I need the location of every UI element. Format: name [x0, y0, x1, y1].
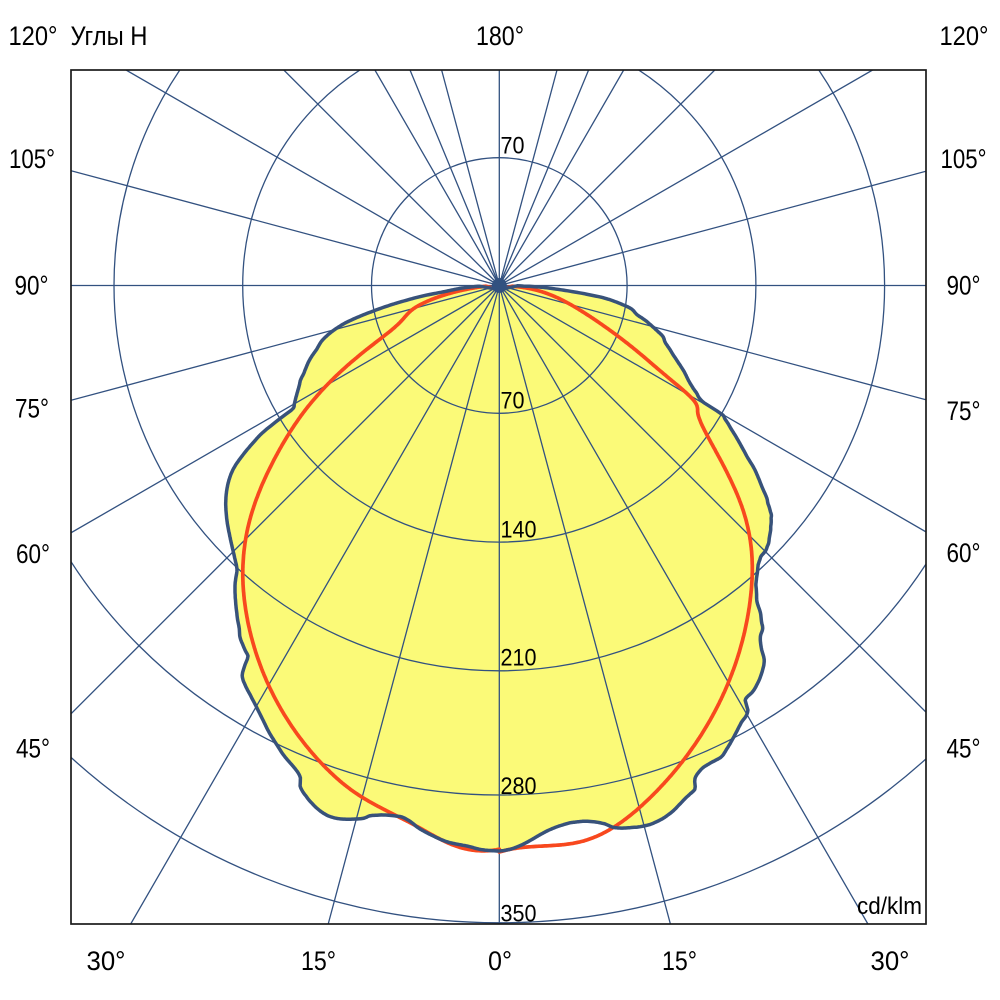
svg-text:350: 350: [501, 901, 537, 928]
svg-text:280: 280: [501, 773, 537, 800]
svg-text:105°: 105°: [9, 144, 55, 174]
svg-text:105°: 105°: [941, 144, 987, 174]
svg-text:30°: 30°: [871, 946, 910, 976]
svg-text:cd/klm: cd/klm: [857, 893, 922, 920]
svg-text:0°: 0°: [488, 946, 512, 976]
svg-text:70: 70: [501, 133, 525, 160]
svg-text:210: 210: [501, 645, 537, 672]
svg-text:60°: 60°: [947, 538, 981, 568]
svg-text:75°: 75°: [15, 394, 49, 424]
svg-text:180°: 180°: [476, 21, 524, 51]
svg-text:120°: 120°: [940, 21, 989, 51]
svg-text:90°: 90°: [947, 271, 981, 301]
svg-text:90°: 90°: [15, 271, 49, 301]
svg-text:Углы H: Углы H: [71, 21, 148, 51]
svg-text:15°: 15°: [301, 946, 336, 976]
svg-text:140: 140: [501, 517, 537, 544]
svg-text:120°: 120°: [9, 21, 58, 51]
svg-text:30°: 30°: [87, 946, 126, 976]
svg-text:45°: 45°: [947, 734, 981, 764]
svg-text:70: 70: [501, 388, 525, 415]
svg-text:75°: 75°: [947, 396, 981, 426]
svg-text:45°: 45°: [16, 734, 50, 764]
svg-text:15°: 15°: [662, 946, 697, 976]
svg-text:60°: 60°: [16, 539, 50, 569]
